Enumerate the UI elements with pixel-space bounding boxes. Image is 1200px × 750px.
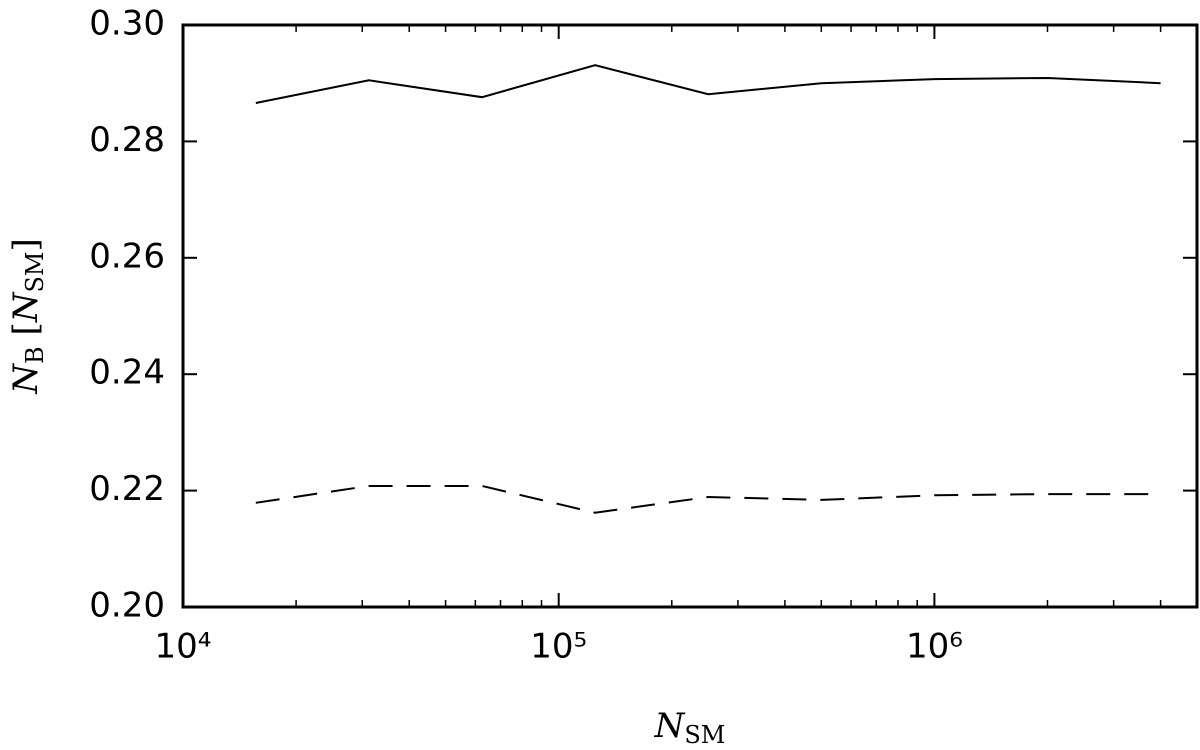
x-tick-label: 10⁴ [155,627,212,667]
label-part: N [654,706,686,746]
label-part: SM [21,252,49,293]
plot-frame [181,23,1199,609]
label-part: ] [6,238,46,251]
label-part: N [6,291,46,323]
y-tick-label: 0.24 [89,353,165,393]
x-tick-label: 10⁶ [906,627,963,667]
y-tick-label: 0.28 [89,120,165,160]
y-tick-label: 0.30 [89,4,165,44]
y-axis-label: NB [NSM] [6,238,49,395]
series-line [255,484,1161,514]
label-part: N [6,363,46,395]
series-line [255,64,1161,104]
x-tick-label: 10⁵ [530,627,587,667]
y-tick-label: 0.20 [89,586,165,626]
label-part: B [21,346,49,364]
label-part: SM [684,721,725,749]
x-axis-label: NSM [654,706,726,749]
y-tick-label: 0.22 [89,469,165,509]
label-part: [ [6,322,46,346]
y-tick-label: 0.26 [89,236,165,276]
